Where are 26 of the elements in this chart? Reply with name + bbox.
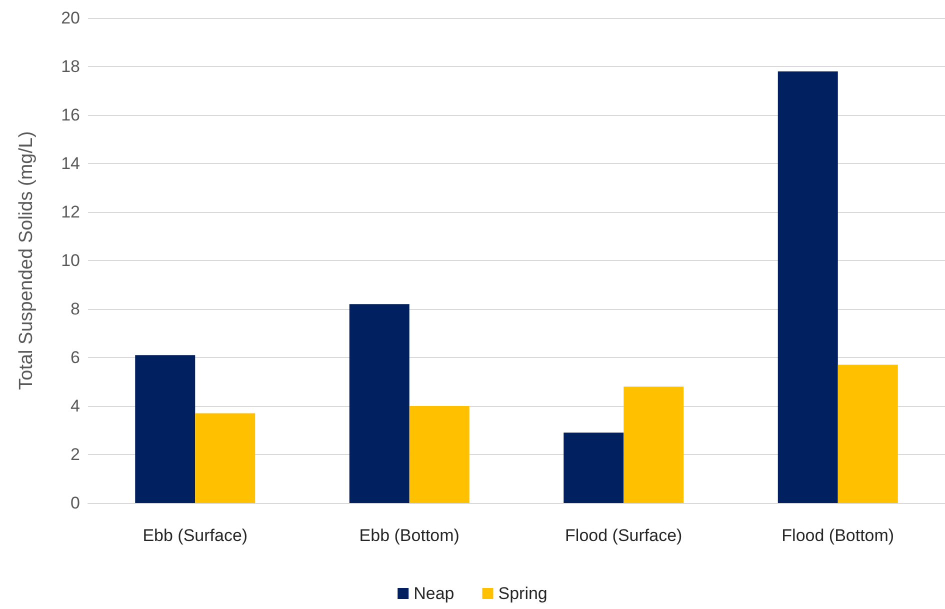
y-tick-label: 14 — [61, 154, 80, 173]
bar — [349, 304, 410, 503]
x-tick-label: Ebb (Surface) — [142, 526, 248, 545]
bar — [838, 364, 898, 503]
y-tick-label: 4 — [70, 396, 80, 416]
bar — [135, 355, 196, 503]
y-tick-label: 10 — [61, 251, 80, 270]
bar — [195, 413, 256, 503]
y-tick-label: 6 — [70, 348, 80, 367]
y-tick-label: 18 — [61, 57, 80, 76]
y-tick-label: 2 — [70, 445, 80, 464]
legend-label: Neap — [414, 584, 454, 603]
bar — [409, 406, 470, 503]
x-tick-label: Flood (Bottom) — [782, 526, 894, 545]
y-tick-label: 16 — [61, 106, 80, 124]
x-tick-label: Flood (Surface) — [565, 526, 682, 545]
y-tick-label: 0 — [70, 494, 80, 512]
bar — [778, 71, 838, 503]
y-tick-label: 20 — [61, 8, 80, 28]
bar — [624, 386, 684, 503]
y-axis-title: Total Suspended Solids (mg/L) — [16, 131, 37, 390]
y-tick-label: 8 — [70, 300, 80, 318]
y-tick-label: 12 — [61, 202, 80, 222]
bar — [564, 432, 624, 503]
legend-label: Spring — [498, 584, 548, 603]
x-tick-label: Ebb (Bottom) — [359, 526, 460, 545]
